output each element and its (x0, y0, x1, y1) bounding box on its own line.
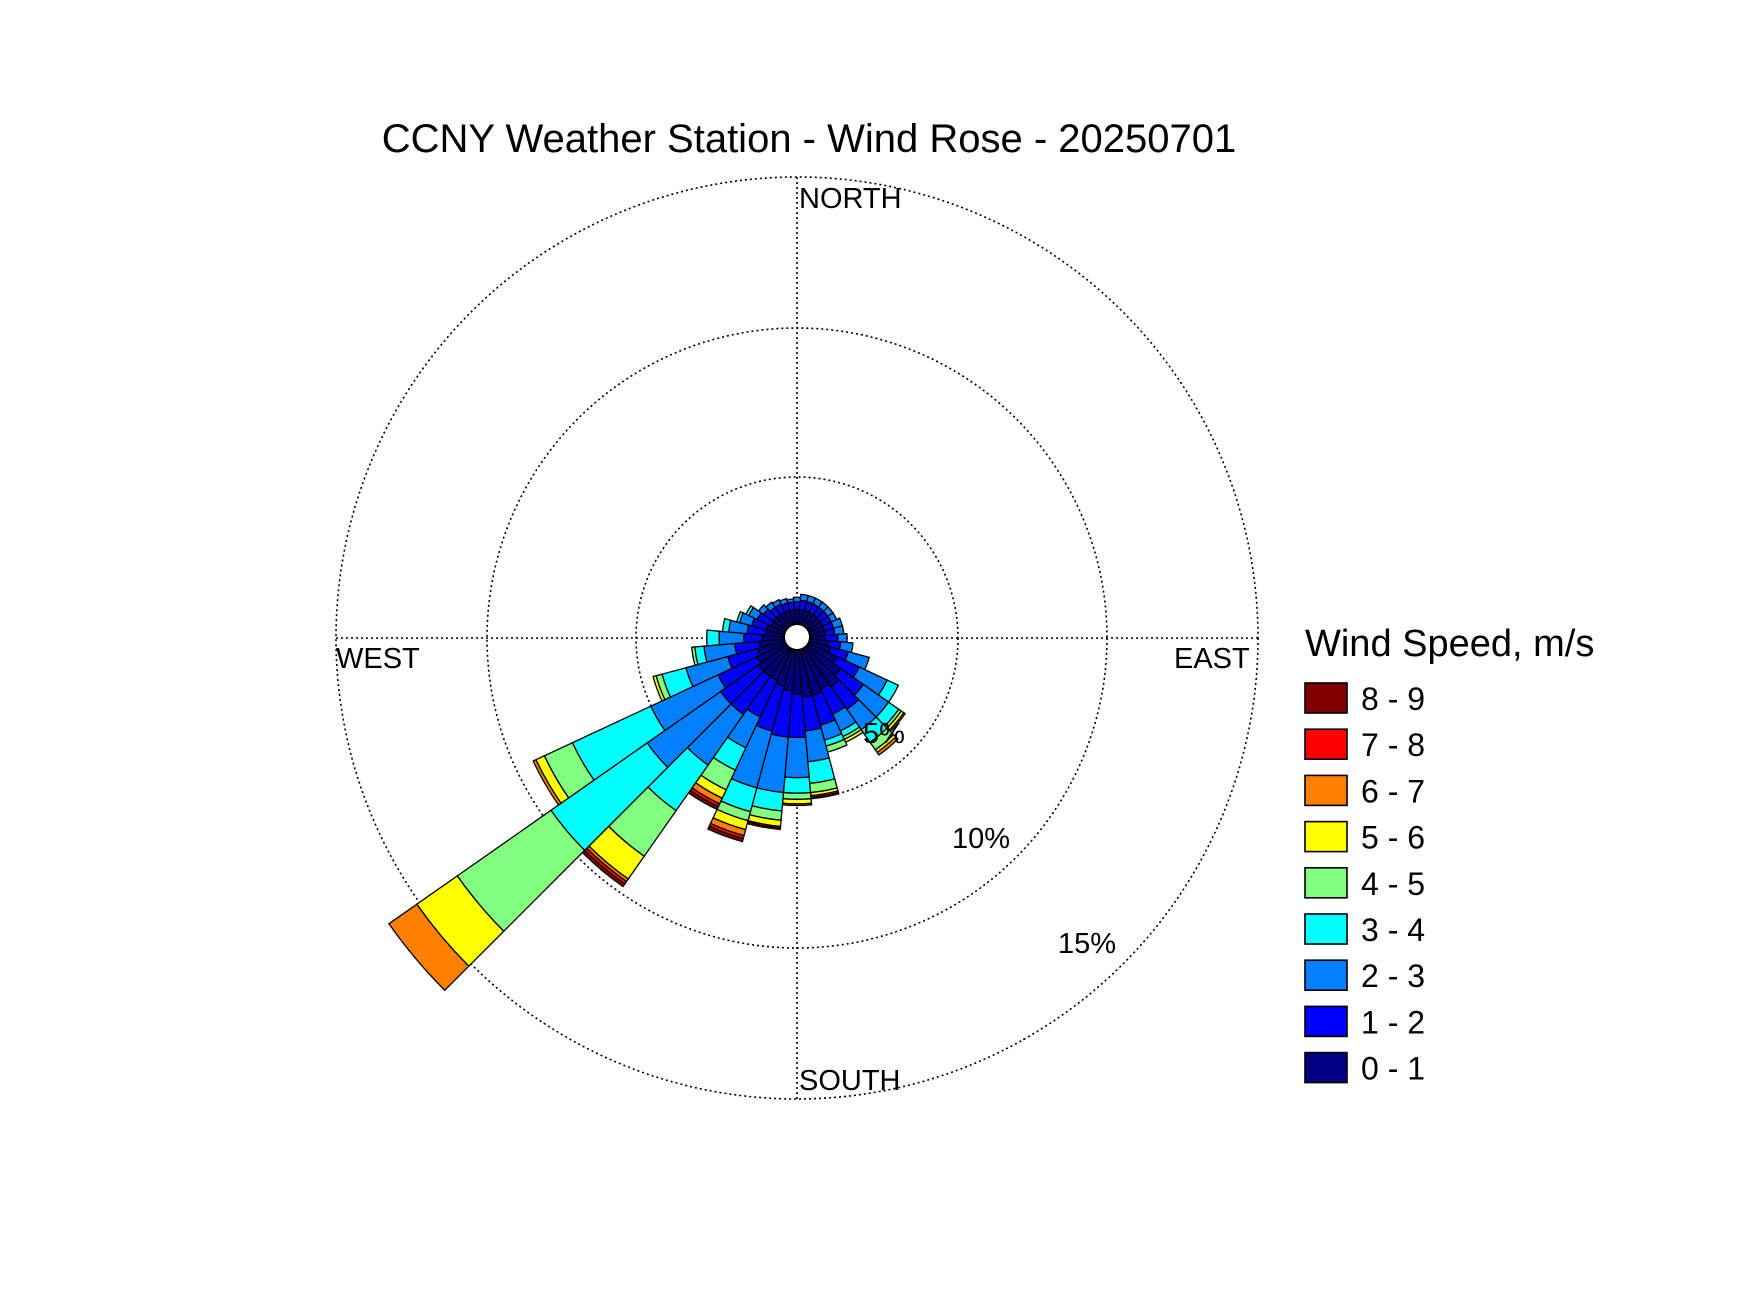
wedge-340deg-bin-2-3 (778, 597, 789, 607)
wedge-270deg-bin-3-4 (706, 629, 721, 647)
legend-swatch-6-7 (1304, 774, 1348, 807)
legend-label-8-9: 8 - 9 (1361, 681, 1425, 717)
wedge-180deg-bin-4-5 (782, 791, 812, 800)
wedge-250deg-bin-5-6 (652, 674, 666, 702)
wedge-300deg-bin-3-4 (745, 604, 755, 617)
legend-label-3-4: 3 - 4 (1361, 912, 1425, 948)
label-north: NORTH (799, 183, 902, 215)
wedge-200deg-bin-8-9 (707, 825, 745, 843)
wedge-290deg-bin-3-4 (735, 610, 745, 624)
legend-label-4-5: 4 - 5 (1361, 866, 1425, 902)
legend-swatch-0-1 (1304, 1051, 1348, 1084)
legend-label-2-3: 2 - 3 (1361, 958, 1425, 994)
legend-swatch-2-3 (1304, 959, 1348, 992)
legend-label-0-1: 0 - 1 (1361, 1051, 1425, 1087)
wedge-350deg-bin-2-3 (786, 598, 795, 604)
wind-rose-wedges (388, 593, 907, 992)
ring-label-15: 15% (1058, 928, 1116, 960)
legend-swatch-7-8 (1304, 728, 1348, 761)
center-hole (783, 623, 811, 651)
legend-swatch-8-9 (1304, 682, 1348, 714)
wedge-180deg-bin-6-7 (781, 802, 813, 807)
wedge-80deg-bin-2-3 (832, 625, 845, 636)
legend-swatch-4-5 (1304, 866, 1348, 899)
legend-title: Wind Speed, m/s (1305, 623, 1594, 665)
ring-label-5: 5% (863, 718, 905, 750)
legend-swatch-1-2 (1304, 1005, 1348, 1038)
label-east: EAST (1174, 643, 1250, 675)
legend-label-7-8: 7 - 8 (1361, 727, 1425, 763)
legend-label-1-2: 1 - 2 (1361, 1004, 1425, 1040)
wedge-0deg-bin-2-3 (792, 596, 802, 603)
wedge-240deg-bin-6-7 (532, 758, 562, 806)
legend-swatch-5-6 (1304, 820, 1348, 853)
legend-label-5-6: 5 - 6 (1361, 820, 1425, 856)
chart-title: CCNY Weather Station - Wind Rose - 20250… (382, 117, 1237, 161)
wedge-140deg-bin-6-7 (876, 735, 899, 756)
wedge-180deg-bin-3-4 (782, 776, 812, 794)
wedge-180deg-bin-2-3 (784, 736, 810, 779)
wedge-230deg-bin-6-7 (388, 903, 470, 992)
legend-swatch-3-4 (1304, 913, 1348, 945)
wedge-330deg-bin-2-3 (771, 598, 782, 609)
wedge-260deg-bin-4-5 (690, 646, 699, 667)
label-south: SOUTH (799, 1065, 901, 1097)
wedge-280deg-bin-3-4 (721, 617, 732, 633)
legend-label-6-7: 6 - 7 (1361, 773, 1425, 809)
label-west: WEST (336, 643, 420, 675)
ring-label-10: 10% (952, 823, 1010, 855)
legend: Wind Speed, m/s 8 - 9 7 - 8 6 - 7 5 - 6 4 - … (1304, 623, 1594, 1087)
